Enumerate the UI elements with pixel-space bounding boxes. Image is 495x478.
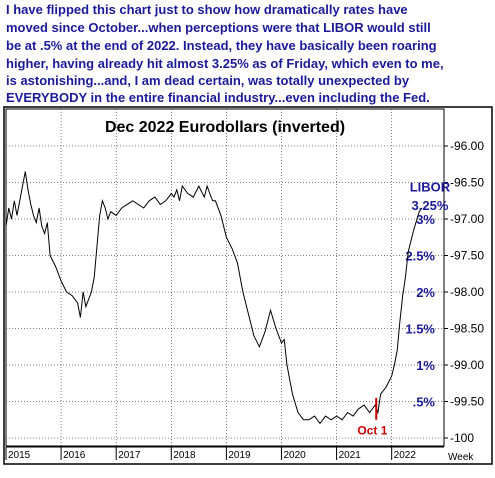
y-axis: -96.00 -96.50 -97.00 -97.50 -98.00 -98.50 -99.… <box>444 139 484 445</box>
annotation-text-block: I have flipped this chart just to show h… <box>6 2 444 105</box>
y-tick-label: -97.50 <box>450 249 484 263</box>
rate-label: .5% <box>413 395 436 410</box>
chart-title: Dec 2022 Eurodollars (inverted) <box>105 119 345 136</box>
rate-label: 3% <box>416 212 435 227</box>
x-tick-label: 2016 <box>63 450 86 461</box>
annotation-line-4: higher, having already hit almost 3.25% … <box>6 56 444 71</box>
annotation-line-2: moved since October...when perceptions w… <box>6 20 431 35</box>
annotation-line-3: be at .5% at the end of 2022. Instead, t… <box>6 38 437 53</box>
x-axis: 2015 2016 2017 2018 2019 2020 2021 2022 <box>5 446 444 461</box>
libor-value-label: 3.25% <box>412 198 449 213</box>
rate-label: 1% <box>416 358 435 373</box>
annotation-line-5: is astonishing...and, I am dead certain,… <box>6 73 410 88</box>
y-tick-label: -97.00 <box>450 212 484 226</box>
outer-frame <box>3 106 493 465</box>
rate-label: 1.5% <box>405 322 435 337</box>
x-tick-label: 2017 <box>118 450 141 461</box>
y-tick-label: -96.50 <box>450 176 484 190</box>
y-tick-label: -98.50 <box>450 322 484 336</box>
x-tick-label: 2021 <box>339 450 362 461</box>
price-series-line <box>5 171 423 425</box>
y-tick-label: -98.00 <box>450 285 484 299</box>
x-tick-label: 2020 <box>283 450 306 461</box>
libor-label: LIBOR <box>410 179 451 194</box>
annotation-line-6: EVERYBODY in the entire financial indust… <box>6 90 430 105</box>
rate-label: 2% <box>416 285 435 300</box>
oct-marker-label: Oct 1 <box>357 424 387 438</box>
grid-lines <box>5 109 444 447</box>
y-tick-label: -100 <box>450 431 474 445</box>
rate-labels: 3% 2.5% 2% 1.5% 1% .5% <box>405 212 435 410</box>
x-tick-label: 2022 <box>394 450 417 461</box>
x-tick-label: 2019 <box>228 450 251 461</box>
y-tick-label: -99.50 <box>450 395 484 409</box>
y-tick-label: -96.00 <box>450 139 484 153</box>
rate-label: 2.5% <box>405 249 435 264</box>
y-tick-label: -99.00 <box>450 358 484 372</box>
x-tick-label: 2015 <box>8 450 31 461</box>
frequency-label: Week <box>448 452 474 463</box>
annotation-line-1: I have flipped this chart just to show h… <box>6 2 408 17</box>
x-tick-label: 2018 <box>173 450 196 461</box>
